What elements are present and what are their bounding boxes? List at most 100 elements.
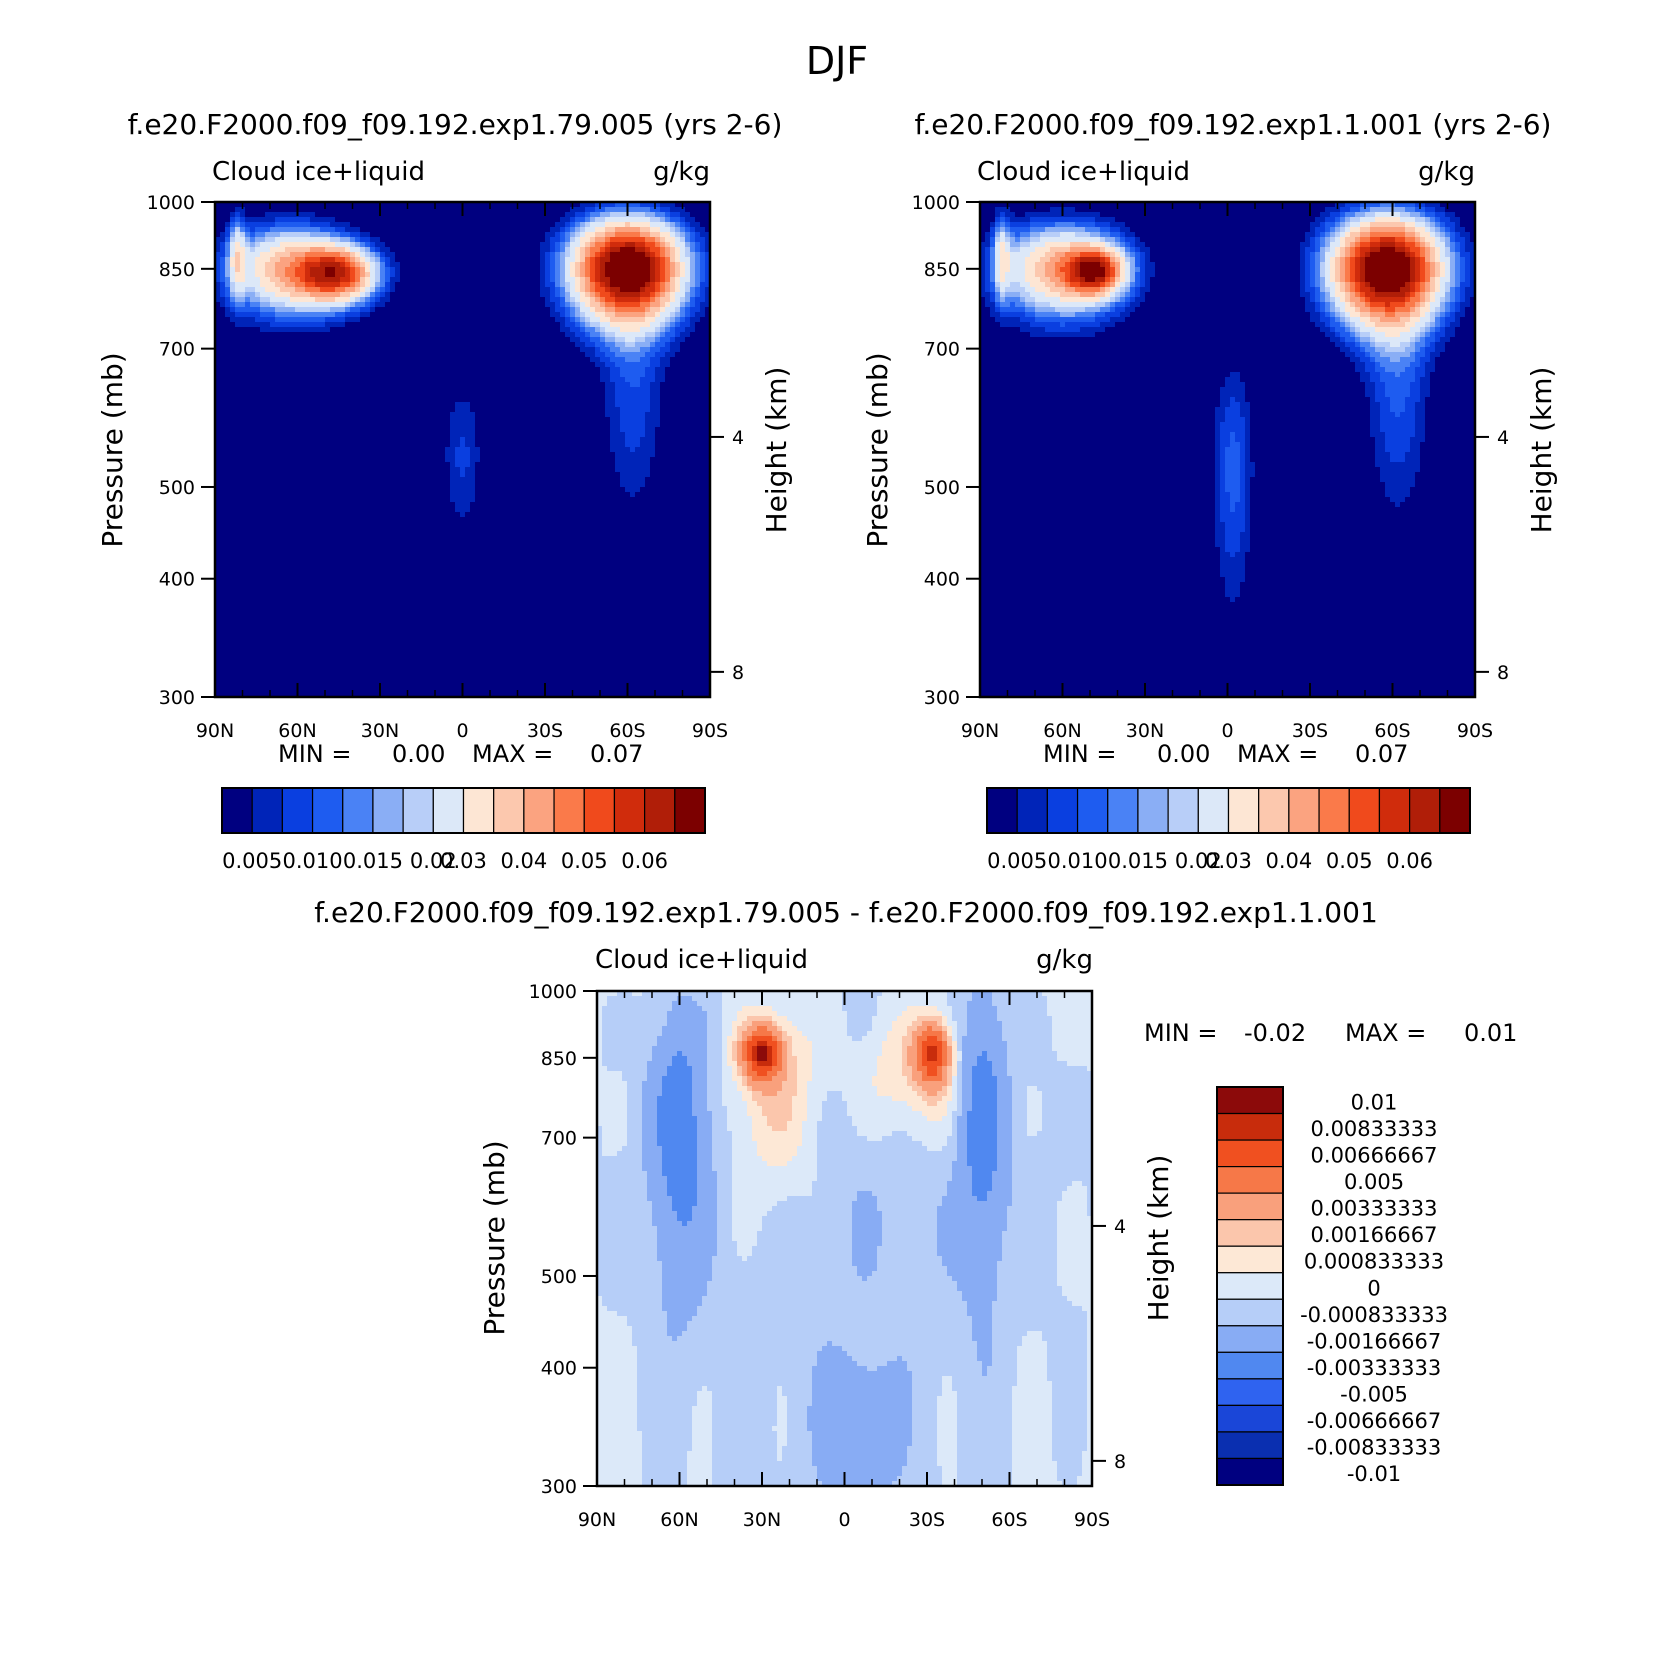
contour-cell [300,227,306,233]
contour-cell [535,237,541,243]
contour-cell [665,207,671,213]
contour-cell [365,252,371,258]
contour-cell [590,242,596,248]
contour-cell [635,237,641,243]
contour-cell [225,247,231,253]
contour-cell [650,217,656,223]
contour-cell [370,217,376,223]
contour-cell [280,212,286,218]
contour-cell [225,217,231,223]
contour-cell [660,217,666,223]
contour-cell [625,242,631,248]
contour-cell [640,252,646,258]
contour-cell [270,212,276,218]
contour-cell [540,217,546,223]
contour-cell [360,242,366,248]
contour-cell [520,222,526,228]
contour-cell [265,212,271,218]
contour-cell [305,222,311,228]
contour-cell [310,222,316,228]
contour-cell [305,212,311,218]
contour-cell [490,212,496,218]
contour-cell [505,242,511,248]
panel-title: f.e20.F2000.f09_f09.192.exp1.79.005 (yrs… [128,108,783,141]
contour-cell [660,232,666,238]
contour-cell [475,212,481,218]
contour-cell [375,237,381,243]
contour-cell [570,242,576,248]
contour-cell [460,222,466,228]
contour-cell [370,252,376,258]
contour-cell [460,242,466,248]
contour-cell [465,207,471,213]
contour-cell [280,232,286,238]
contour-cell [330,207,336,213]
contour-cell [430,212,436,218]
contour-cell [390,237,396,243]
contour-cell [275,227,281,233]
contour-cell [470,242,476,248]
contour-cell [535,207,541,213]
contour-cell [275,222,281,228]
contour-cell [585,232,591,238]
contour-cell [415,227,421,233]
contour-cell [395,212,401,218]
contour-cell [240,227,246,233]
contour-cell [265,242,271,248]
contour-cell [405,232,411,238]
contour-cell [250,252,256,258]
contour-cell [550,242,556,248]
contour-cell [550,237,556,243]
contour-cell [610,242,616,248]
contour-cell [435,207,441,213]
contour-cell [505,227,511,233]
contour-cell [525,222,531,228]
contour-cell [275,252,281,258]
contour-cell [655,252,661,258]
contour-cell [425,217,431,223]
contour-cell [620,212,626,218]
contour-cell [400,212,406,218]
contour-cell [555,232,561,238]
contour-cell [480,232,486,238]
contour-cell [520,232,526,238]
contour-cell [445,227,451,233]
contour-cell [225,212,231,218]
contour-cell [305,252,311,258]
contour-cell [410,247,416,253]
contour-cell [315,227,321,233]
contour-cell [595,232,601,238]
contour-cell [330,252,336,258]
contour-cell [585,252,591,258]
contour-cell [510,247,516,253]
contour-cell [455,207,461,213]
contour-cell [435,227,441,233]
contour-cell [430,252,436,258]
contour-cell [685,232,691,238]
contour-cell [255,237,261,243]
contour-cell [625,252,631,258]
contour-cell [235,207,241,213]
contour-cell [425,232,431,238]
contour-cell [445,222,451,228]
contour-cell [405,212,411,218]
contour-cell [575,232,581,238]
contour-cell [310,212,316,218]
contour-cell [315,212,321,218]
contour-cell [405,252,411,258]
contour-cell [605,237,611,243]
contour-cell [685,252,691,258]
contour-cell [330,242,336,248]
contour-cell [360,217,366,223]
contour-cell [560,237,566,243]
contour-cell [480,227,486,233]
contour-cell [645,227,651,233]
contour-cell [545,252,551,258]
contour-cell [235,222,241,228]
contour-cell [500,212,506,218]
contour-cell [255,217,261,223]
contour-cell [670,247,676,253]
contour-cell [330,257,336,263]
contour-cell [635,222,641,228]
contour-cell [390,257,396,263]
